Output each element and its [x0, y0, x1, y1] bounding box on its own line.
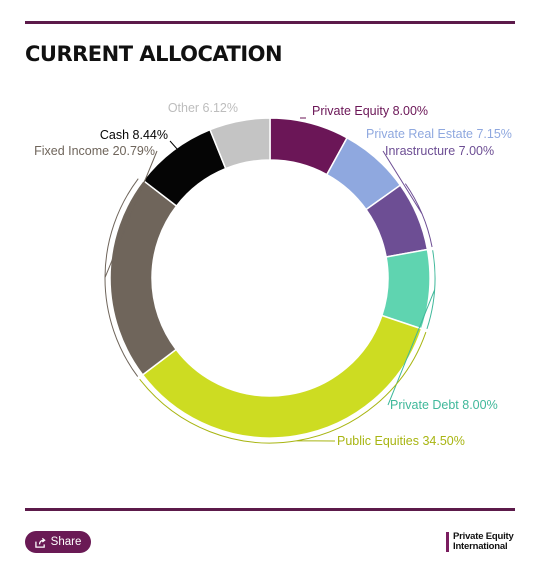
chart-title: CURRENT ALLOCATION [25, 42, 283, 66]
leader-fixed-income [104, 150, 158, 377]
logo-line-1: Private Equity [453, 531, 514, 542]
label-other: Other 6.12% [168, 101, 238, 115]
share-button[interactable]: Share [25, 531, 91, 553]
label-private-real-estate: Private Real Estate 7.15% [366, 127, 512, 141]
share-label: Share [50, 536, 82, 548]
leader-cash [169, 140, 179, 151]
logo-line-2: International [453, 541, 508, 552]
label-public-equities: Public Equities 34.50% [337, 434, 465, 448]
label-private-equity: Private Equity 8.00% [312, 104, 428, 118]
slice-private-debt[interactable] [380, 248, 431, 330]
label-cash: Cash 8.44% [100, 128, 168, 142]
leader-private-debt [387, 250, 436, 406]
allocation-donut-chart: Private Equity 8.00% Private Real Estate … [34, 101, 512, 448]
share-icon [34, 537, 46, 548]
top-divider [25, 21, 515, 24]
label-private-debt: Private Debt 8.00% [390, 398, 498, 412]
label-inrastructure: Inrastructure 7.00% [385, 144, 494, 158]
brand-logo[interactable]: Private Equity International [446, 532, 514, 552]
label-fixed-income: Fixed Income 20.79% [34, 144, 155, 158]
leader-public-equities [139, 331, 427, 444]
bottom-divider [25, 508, 515, 511]
slice-other[interactable] [209, 117, 271, 170]
leader-inrastructure [382, 150, 433, 248]
